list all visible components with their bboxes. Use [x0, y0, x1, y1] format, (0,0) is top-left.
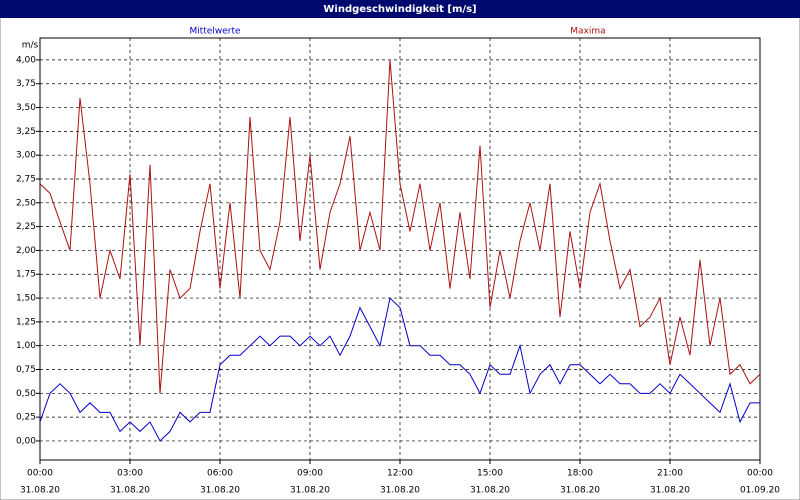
- y-tick-label: 3,50: [16, 103, 36, 113]
- y-tick-label: 0,50: [16, 389, 36, 399]
- y-tick-label: 1,75: [16, 270, 36, 280]
- x-tick-label: 00:00: [747, 469, 773, 479]
- y-axis-label: m/s: [22, 41, 39, 51]
- x-tick-label: 00:00: [27, 469, 53, 479]
- y-tick-label: 2,75: [16, 174, 36, 184]
- y-tick-label: 1,50: [16, 294, 36, 304]
- y-tick-label: 4,00: [16, 55, 36, 65]
- chart-title: Windgeschwindigkeit [m/s]: [323, 4, 476, 15]
- y-tick-label: 3,25: [16, 127, 36, 137]
- legend-entry: Mittelwerte: [189, 27, 240, 37]
- y-tick-label: 0,25: [16, 413, 36, 423]
- x-tick-date: 31.08.20: [560, 486, 600, 496]
- x-tick-date: 31.08.20: [650, 486, 690, 496]
- x-tick-label: 06:00: [207, 469, 233, 479]
- x-tick-label: 21:00: [657, 469, 683, 479]
- y-tick-label: 1,00: [16, 341, 36, 351]
- x-tick-date: 31.08.20: [470, 486, 510, 496]
- y-tick-label: 2,00: [16, 246, 36, 256]
- series-line: [39, 59, 761, 394]
- x-tick-date: 31.08.20: [380, 486, 420, 496]
- x-tick-label: 12:00: [387, 469, 413, 479]
- x-tick-label: 15:00: [477, 469, 503, 479]
- y-tick-label: 0,00: [16, 436, 36, 446]
- x-tick-label: 09:00: [297, 469, 323, 479]
- x-tick-date: 31.08.20: [200, 486, 240, 496]
- x-tick-label: 18:00: [567, 469, 593, 479]
- x-tick-label: 03:00: [117, 469, 143, 479]
- y-tick-label: 3,75: [16, 79, 36, 89]
- y-tick-label: 2,50: [16, 198, 36, 208]
- x-tick-date: 31.08.20: [20, 486, 60, 496]
- x-tick-date: 31.08.20: [290, 486, 330, 496]
- series-line: [39, 297, 760, 442]
- y-tick-label: 3,00: [16, 151, 36, 161]
- title-bar: [0, 0, 800, 18]
- x-tick-date: 01.09.20: [740, 486, 780, 496]
- y-tick-label: 2,25: [16, 222, 36, 232]
- x-tick-date: 31.08.20: [110, 486, 150, 496]
- legend-entry: Maxima: [570, 27, 605, 37]
- y-tick-label: 1,25: [16, 317, 36, 327]
- y-tick-label: 0,75: [16, 365, 36, 375]
